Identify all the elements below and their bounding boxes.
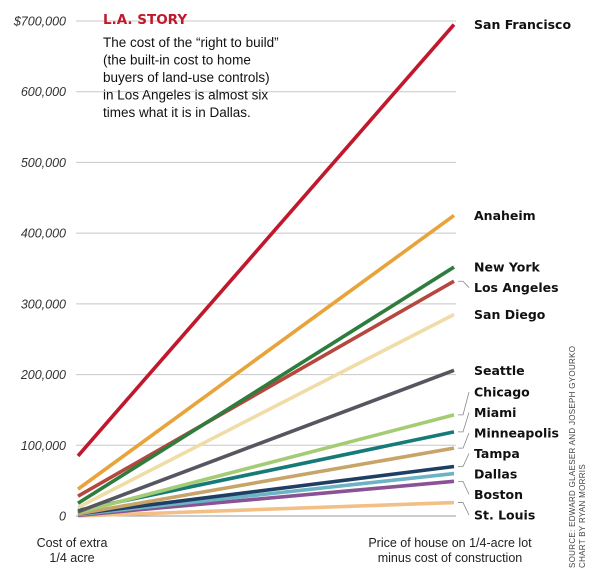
subtitle-line-2: (the built-in cost to home — [103, 53, 251, 68]
source-line-2: CHART BY RYAN MORRIS — [578, 464, 587, 568]
series-line-los-angeles — [77, 279, 455, 498]
series-line-chicago — [77, 413, 455, 515]
series-line-new-york — [77, 265, 455, 505]
leader-line — [458, 453, 470, 467]
end-label-los-angeles: Los Angeles — [474, 280, 559, 295]
end-label-dallas: Dallas — [474, 467, 517, 482]
subtitle-line-3: buyers of land-use controls) — [103, 70, 270, 85]
series-line-boston — [77, 479, 455, 518]
end-label-chicago: Chicago — [474, 385, 530, 400]
end-label-new-york: New York — [474, 260, 540, 275]
y-tick-label: 500,000 — [21, 156, 66, 170]
leader-line — [458, 412, 470, 433]
y-tick-label: 100,000 — [21, 439, 66, 453]
y-tick-label: 400,000 — [21, 227, 66, 241]
x-label-left-line-2: 1/4 acre — [49, 551, 94, 565]
city-end-labels: San Francisco Anaheim New York Los Angeles S… — [474, 17, 571, 522]
chart-title: L.A. STORY — [103, 12, 187, 28]
x-axis-labels: Cost of extra 1/4 acre Price of house on… — [37, 536, 533, 565]
end-label-anaheim: Anaheim — [474, 208, 536, 223]
series-line-st-louis — [77, 500, 455, 518]
end-label-st-louis: St. Louis — [474, 508, 535, 523]
series-line-tampa — [77, 464, 455, 516]
source-line-1: SOURCE: EDWARD GLAESER AND JOSEPH GYOURK… — [568, 346, 577, 568]
x-label-right-line-1: Price of house on 1/4-acre lot — [368, 536, 532, 550]
end-label-miami: Miami — [474, 405, 516, 420]
series-line-minneapolis — [77, 446, 455, 516]
y-axis-ticks: $700,000 600,000 500,000 400,000 300,000 200,… — [13, 15, 66, 524]
subtitle-line-5: times what it is in Dallas. — [103, 105, 251, 120]
end-label-san-francisco: San Francisco — [474, 17, 571, 32]
title-block: L.A. STORY The cost of the “right to bui… — [103, 12, 279, 120]
leader-line — [458, 280, 470, 288]
leader-line — [458, 391, 470, 416]
y-tick-label: 200,000 — [20, 368, 66, 382]
label-leader-lines — [458, 280, 470, 516]
series-line-san-francisco — [76, 23, 456, 458]
y-tick-label: 300,000 — [21, 297, 66, 311]
leader-line — [458, 480, 470, 495]
series-lines — [76, 23, 456, 518]
leader-line — [458, 502, 470, 516]
x-label-left-line-1: Cost of extra — [37, 536, 108, 550]
series-line-san-diego — [77, 312, 455, 510]
source-credit: SOURCE: EDWARD GLAESER AND JOSEPH GYOURK… — [568, 346, 587, 568]
y-tick-label: 600,000 — [21, 85, 66, 99]
x-label-right-line-2: minus cost of construction — [378, 551, 523, 565]
end-label-seattle: Seattle — [474, 363, 525, 378]
end-label-boston: Boston — [474, 487, 523, 502]
subtitle-line-1: The cost of the “right to build” — [103, 35, 279, 50]
end-label-tampa: Tampa — [474, 446, 520, 461]
series-line-seattle — [77, 368, 455, 514]
leader-line — [458, 432, 470, 449]
subtitle-line-4: in Los Angeles is almost six — [103, 88, 268, 103]
y-tick-label: 0 — [59, 510, 66, 524]
end-label-san-diego: San Diego — [474, 307, 546, 322]
y-tick-label: $700,000 — [13, 15, 66, 29]
series-line-anaheim — [76, 214, 456, 491]
end-label-minneapolis: Minneapolis — [474, 426, 559, 441]
